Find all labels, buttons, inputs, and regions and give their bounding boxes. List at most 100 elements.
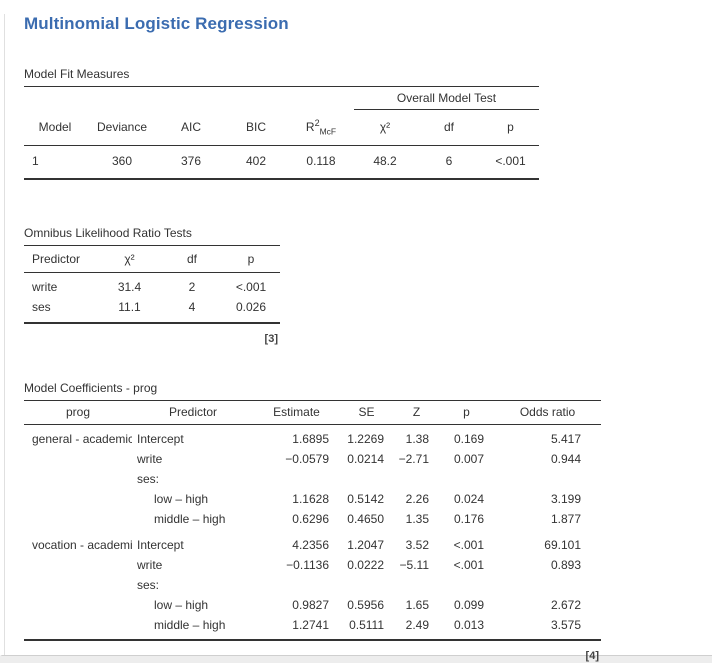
- cell-prog: [24, 469, 132, 489]
- omnibus-title: Omnibus Likelihood Ratio Tests: [24, 226, 280, 246]
- cell-se: [339, 575, 394, 595]
- table-row: write 31.4 2 <.001: [24, 272, 280, 297]
- cell-z: 1.35: [405, 511, 429, 526]
- r2-sub: McF: [319, 125, 337, 136]
- table-row: 1 360 376 402 0.118 48.2 6 <.001: [24, 145, 539, 179]
- col-header-z: Z: [394, 400, 439, 425]
- omnibus-tests-table: Predictor χ² df p write 31.4 2 <.001 ses…: [24, 245, 280, 324]
- table-row: write −0.1136 0.0222 −5.11 <.001 0.893: [24, 555, 601, 575]
- cell-odds-ratio: 2.672: [550, 597, 581, 612]
- cell-r2mcf: 0.118: [306, 153, 336, 168]
- cell-chisq: 48.2: [373, 153, 397, 168]
- cell-prog: [24, 575, 132, 595]
- cell-p: <.001: [495, 153, 526, 168]
- cell-predictor: write: [137, 557, 163, 572]
- cell-p: 0.026: [235, 299, 267, 314]
- cell-df: 4: [188, 299, 196, 314]
- cell-deviance: 360: [111, 153, 133, 168]
- col-header-p: p: [482, 109, 540, 146]
- cell-odds-ratio: 1.877: [550, 511, 581, 526]
- col-header-se: SE: [339, 400, 394, 425]
- cell-p: [439, 469, 494, 489]
- cell-predictor: write: [137, 451, 163, 466]
- col-header-odds-ratio: Odds ratio: [494, 400, 601, 425]
- analysis-title[interactable]: Multinomial Logistic Regression: [24, 14, 289, 33]
- cell-prog: [24, 555, 132, 575]
- cell-estimate: 1.2741: [292, 617, 329, 632]
- cell-z: 1.65: [405, 597, 429, 612]
- cell-p: 0.099: [453, 597, 484, 612]
- column-header-row: Predictor χ² df p: [24, 245, 280, 273]
- col-header-bic: BIC: [224, 109, 288, 146]
- table-row: low – high 0.9827 0.5956 1.65 0.099 2.67…: [24, 595, 601, 615]
- model-coefficients-table: prog Predictor Estimate SE Z p Odds rati…: [24, 400, 601, 641]
- results-content: Multinomial Logistic Regression Model Fi…: [4, 14, 692, 662]
- table-row: ses 11.1 4 0.026: [24, 297, 280, 323]
- r2-sup: 2: [314, 117, 320, 128]
- col-header-predictor: Predictor: [24, 245, 97, 273]
- table-row: middle – high 0.6296 0.4650 1.35 0.176 1…: [24, 509, 601, 529]
- omnibus-table[interactable]: Omnibus Likelihood Ratio Tests Predictor…: [24, 226, 280, 346]
- cell-estimate: −0.0579: [285, 451, 329, 466]
- cell-p: 0.169: [453, 431, 484, 446]
- model-fit-table[interactable]: Model Fit Measures Overall Model Test Mo…: [24, 67, 540, 180]
- cell-prog: [24, 615, 132, 640]
- cell-p: 0.013: [453, 617, 484, 632]
- cell-predictor: write: [32, 279, 58, 294]
- col-header-deviance: Deviance: [86, 109, 158, 146]
- table-row: ses:: [24, 575, 601, 595]
- cell-odds-ratio: 0.893: [550, 557, 581, 572]
- cell-prog: vocation - academic: [32, 537, 132, 552]
- cell-z: [394, 575, 439, 595]
- cell-predictor: ses:: [137, 577, 160, 592]
- column-header-row: Model Deviance AIC BIC R2McF χ² df p: [24, 109, 540, 146]
- cell-estimate: 0.9827: [292, 597, 329, 612]
- cell-estimate: 0.6296: [292, 511, 329, 526]
- cell-bic: 402: [245, 153, 267, 168]
- cell-se: 0.4650: [347, 511, 384, 526]
- overall-model-test-header: Overall Model Test: [354, 87, 540, 110]
- cell-odds-ratio: 3.199: [550, 491, 581, 506]
- col-header-df: df: [162, 245, 222, 273]
- col-header-p: p: [439, 400, 494, 425]
- col-header-chisq: χ²: [354, 109, 416, 146]
- coefficients-table[interactable]: Model Coefficients - prog prog Predictor…: [24, 381, 601, 663]
- cell-prog: [24, 595, 132, 615]
- cell-odds-ratio: 3.575: [550, 617, 581, 632]
- cell-odds-ratio: 0.944: [550, 451, 581, 466]
- cell-estimate: [254, 575, 339, 595]
- cell-z: 2.26: [405, 491, 429, 506]
- cell-odds-ratio: 69.101: [544, 537, 581, 552]
- table-row: vocation - academic Intercept 4.2356 1.2…: [24, 529, 601, 555]
- cell-se: 0.0214: [347, 451, 384, 466]
- cell-p: 0.007: [453, 451, 484, 466]
- col-header-p: p: [222, 245, 280, 273]
- cell-odds-ratio: [494, 469, 601, 489]
- cell-se: 1.2047: [347, 537, 384, 552]
- cell-predictor: ses:: [137, 471, 160, 486]
- cell-z: 2.49: [405, 617, 429, 632]
- cell-prog: [24, 449, 132, 469]
- cell-odds-ratio: 5.417: [550, 431, 581, 446]
- cell-se: [339, 469, 394, 489]
- col-header-chisq: χ²: [97, 245, 162, 273]
- model-fit-measures-table: Overall Model Test Model Deviance AIC BI…: [24, 87, 540, 180]
- cell-prog: general - academic: [32, 431, 132, 446]
- cell-se: 0.5956: [347, 597, 384, 612]
- cell-predictor: middle – high: [154, 511, 226, 526]
- cell-chisq: 31.4: [117, 279, 142, 294]
- spacer-cell: [24, 87, 354, 110]
- cell-estimate: 4.2356: [292, 537, 329, 552]
- table-row: low – high 1.1628 0.5142 2.26 0.024 3.19…: [24, 489, 601, 509]
- table-row: middle – high 1.2741 0.5111 2.49 0.013 3…: [24, 615, 601, 640]
- cell-estimate: [254, 469, 339, 489]
- r2-base: R: [305, 119, 315, 134]
- cell-se: 0.5142: [347, 491, 384, 506]
- cell-p: <.001: [453, 537, 484, 552]
- cell-model: 1: [32, 153, 39, 168]
- cell-estimate: 1.1628: [292, 491, 329, 506]
- cell-se: 0.5111: [349, 617, 384, 632]
- footnote-marker: [4]: [585, 649, 599, 662]
- coefficients-title: Model Coefficients - prog: [24, 381, 601, 401]
